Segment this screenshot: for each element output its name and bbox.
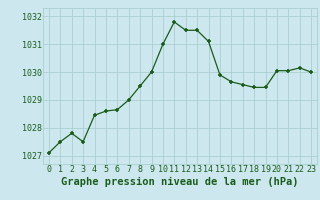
- X-axis label: Graphe pression niveau de la mer (hPa): Graphe pression niveau de la mer (hPa): [61, 177, 299, 187]
